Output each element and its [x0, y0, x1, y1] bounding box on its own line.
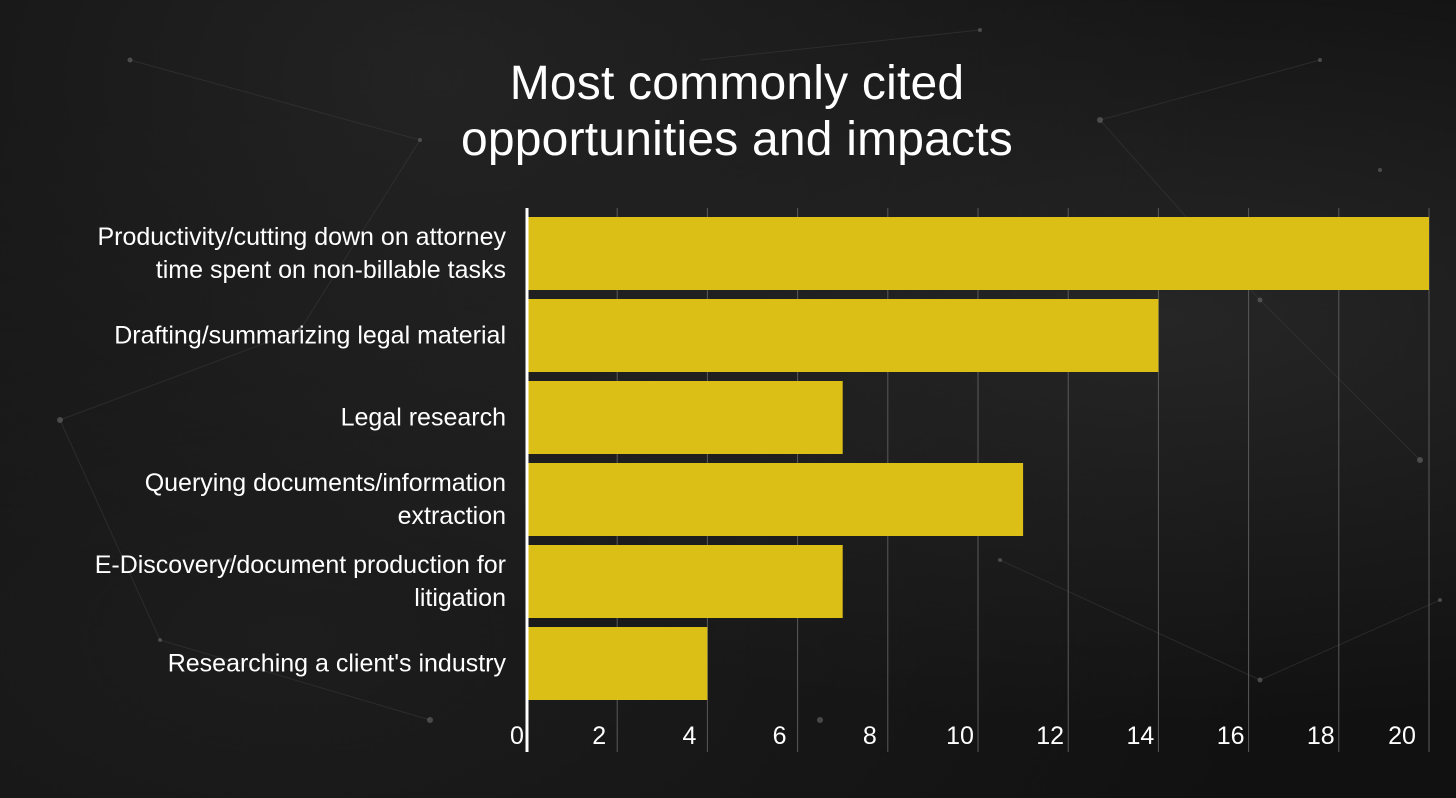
x-tick-label: 6	[773, 722, 787, 750]
x-tick-label: 20	[1388, 722, 1416, 750]
chart-title-line-1: Most commonly cited	[509, 57, 965, 110]
category-label: Legal research	[6, 401, 506, 434]
bar-1	[527, 299, 1159, 372]
category-label-line: Researching a client's industry	[167, 649, 506, 677]
category-label-line: E-Discovery/document production for	[94, 550, 506, 579]
bar-3	[527, 463, 1024, 536]
category-label: Researching a client's industry	[6, 647, 506, 680]
chart-title: Most commonly cited opportunities and im…	[0, 56, 1456, 168]
x-axis-ticks: 0 2 4 6 8 10 12 14 16 18 20	[510, 722, 1416, 750]
chart-title-line-2: opportunities and impacts	[461, 113, 1013, 166]
x-tick-label: 8	[863, 722, 877, 750]
x-tick-label: 18	[1307, 722, 1335, 750]
category-label-line: Drafting/summarizing legal material	[114, 321, 506, 349]
category-label: Querying documents/information extraction	[6, 467, 506, 533]
category-label-line: Querying documents/information	[144, 468, 506, 497]
bar-5	[527, 627, 708, 700]
x-tick-label: 0	[510, 722, 524, 750]
bar-2	[527, 381, 843, 454]
category-label-line: Legal research	[340, 403, 506, 431]
x-tick-label: 16	[1217, 722, 1245, 750]
x-tick-label: 10	[946, 722, 974, 750]
category-label: Drafting/summarizing legal material	[6, 319, 506, 352]
category-label: Productivity/cutting down on attorney tim…	[6, 221, 506, 287]
category-label-line: litigation	[414, 583, 506, 612]
x-tick-label: 14	[1126, 722, 1154, 750]
bar-0	[527, 217, 1429, 290]
bar-4	[527, 545, 843, 618]
bars	[527, 217, 1429, 700]
x-tick-label: 2	[592, 722, 606, 750]
x-tick-label: 4	[682, 722, 696, 750]
category-label-line: extraction	[397, 501, 506, 530]
category-label-line: time spent on non-billable tasks	[155, 255, 506, 284]
category-label: E-Discovery/document production for litig…	[6, 549, 506, 615]
x-tick-label: 12	[1036, 722, 1064, 750]
category-label-line: Productivity/cutting down on attorney	[97, 222, 506, 251]
